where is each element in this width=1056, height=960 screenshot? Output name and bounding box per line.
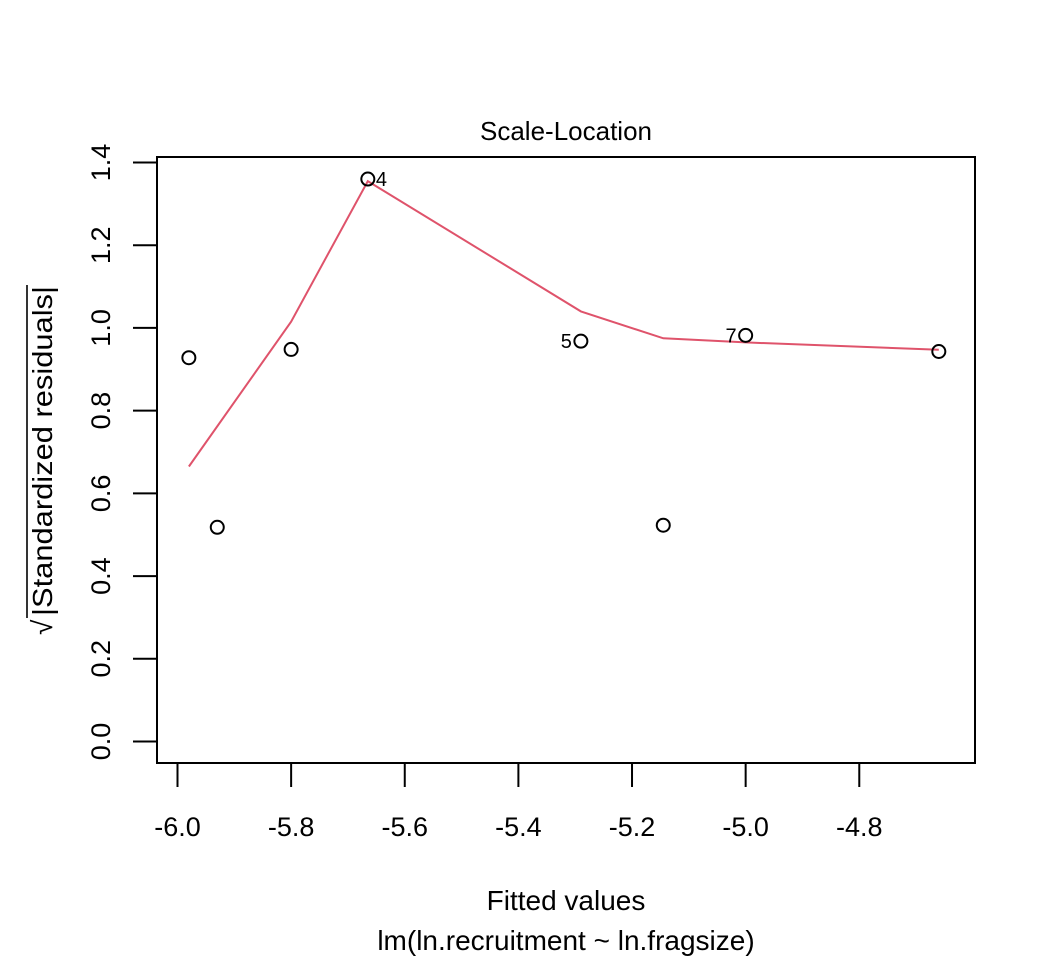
y-tick-label: 1.4	[86, 144, 116, 182]
x-tick-label: -5.2	[609, 812, 656, 842]
data-points: 4 5 7	[181, 169, 947, 535]
chart-title: Scale-Location	[480, 116, 652, 146]
data-point	[209, 519, 225, 535]
y-tick-label: 0.2	[86, 640, 116, 678]
x-axis-subtitle: lm(ln.recruitment ~ ln.fragsize)	[377, 925, 754, 956]
point-label: 7	[726, 325, 737, 347]
data-point	[360, 171, 376, 187]
data-point	[655, 517, 671, 533]
x-axis-title: Fitted values	[487, 885, 646, 916]
data-point	[283, 341, 299, 357]
x-tick-label: -5.8	[268, 812, 315, 842]
x-tick-label: -6.0	[154, 812, 201, 842]
y-axis-title-radical: √	[27, 619, 58, 635]
x-tick-label: -5.4	[495, 812, 542, 842]
y-axis-title: √ |Standardized residuals|	[26, 285, 58, 635]
data-point	[931, 344, 947, 360]
y-tick-label: 0.4	[86, 557, 116, 595]
x-axis: -6.0 -5.8 -5.6 -5.4 -5.2 -5.0 -4.8	[154, 762, 883, 842]
smoother-line	[188, 179, 939, 468]
y-axis: 0.0 0.2 0.4 0.6 0.8 1.0 1.2 1.4	[86, 144, 158, 761]
y-tick-label: 0.8	[86, 392, 116, 430]
plot-frame	[156, 156, 976, 764]
data-point	[738, 327, 754, 343]
x-tick-label: -4.8	[836, 812, 883, 842]
point-label: 4	[376, 169, 387, 191]
x-tick-label: -5.0	[722, 812, 769, 842]
data-point	[181, 350, 197, 366]
point-label: 5	[561, 331, 572, 353]
y-tick-label: 0.0	[86, 723, 116, 761]
y-tick-label: 1.0	[86, 309, 116, 347]
y-axis-title-text: |Standardized residuals|	[27, 286, 58, 616]
y-tick-label: 1.2	[86, 226, 116, 264]
y-tick-label: 0.6	[86, 475, 116, 513]
x-tick-label: -5.6	[381, 812, 428, 842]
data-point	[573, 333, 589, 349]
